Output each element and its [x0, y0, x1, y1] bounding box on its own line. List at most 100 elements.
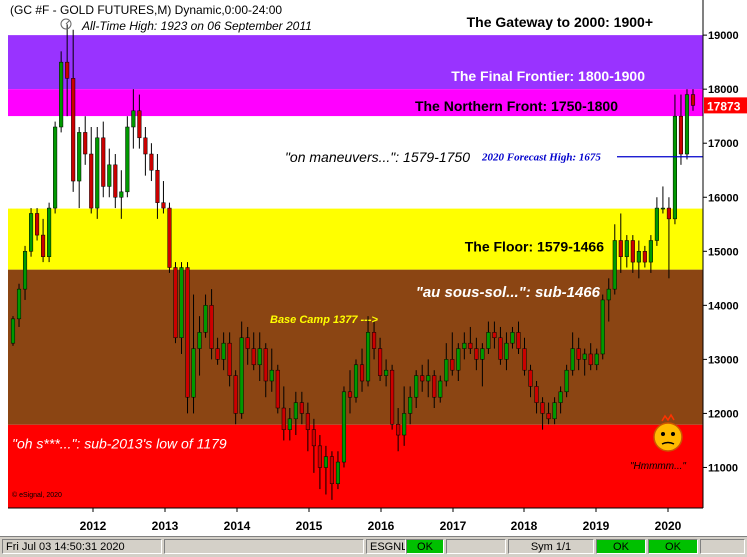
candle-body: [143, 137, 148, 155]
candle-body: [396, 423, 401, 436]
candle-body: [167, 207, 172, 268]
candle-body: [305, 413, 310, 430]
candle-body: [420, 375, 425, 382]
candle-body: [35, 213, 40, 236]
candle-body: [636, 251, 641, 263]
candle-body: [197, 332, 202, 349]
status-blank: [164, 539, 364, 554]
candle-body: [131, 110, 136, 128]
candle-body: [173, 267, 178, 339]
candle-body: [462, 342, 467, 349]
zone-northern: [8, 89, 703, 117]
x-tick-label: 2017: [440, 519, 467, 533]
zone-sousol: [8, 269, 703, 425]
zone-label-frontier: The Final Frontier: 1800-1900: [451, 68, 645, 84]
face-left-eye: [661, 432, 665, 436]
candle-body: [287, 418, 292, 430]
candle-body: [329, 456, 334, 484]
last-price-tag: [704, 97, 747, 114]
candle-body: [618, 240, 623, 257]
zone-low: [8, 424, 703, 508]
candle-body: [552, 402, 557, 420]
x-tick-label: 2013: [152, 519, 179, 533]
candle-body: [65, 61, 70, 79]
chart-title: (GC #F - GOLD FUTURES,M) Dynamic,0:00-24…: [10, 3, 282, 17]
candle-body: [269, 369, 274, 382]
y-tick-label: 11000: [708, 462, 738, 474]
candle-body: [528, 369, 533, 387]
price-axis-bg: [703, 0, 747, 536]
candle-body: [227, 342, 232, 376]
zone-label-gateway: The Gateway to 2000: 1900+: [467, 14, 653, 30]
candle-body: [359, 364, 365, 382]
candle-body: [378, 348, 383, 376]
candle-body: [534, 386, 539, 403]
gold-futures-chart[interactable]: 2020 Forecast High: 1675 The Gateway to …: [0, 0, 747, 536]
x-tick-label: 2020: [655, 519, 682, 533]
candle-body: [77, 132, 82, 182]
all-time-high-subtitle: All-Time High: 1923 on 06 September 2011: [81, 19, 312, 33]
left-margin: [0, 0, 8, 536]
candle-body: [474, 348, 479, 360]
candle-body: [504, 342, 509, 360]
y-tick-label: 14000: [708, 300, 739, 312]
status-ok-3[interactable]: OK: [648, 539, 698, 554]
candle-body: [59, 61, 64, 128]
candle-body: [402, 413, 407, 436]
candle-body: [365, 332, 371, 382]
candle-body: [384, 369, 389, 376]
candle-body: [95, 137, 100, 209]
candle-body: [414, 375, 419, 398]
candle-body: [432, 375, 437, 398]
hmmm-caption: "Hmmmm...": [630, 461, 686, 472]
candle-body: [648, 240, 653, 263]
candle-body: [215, 348, 220, 360]
candle-body: [125, 126, 130, 193]
x-tick-label: 2019: [583, 519, 610, 533]
x-tick-label: 2014: [224, 519, 251, 533]
forecast-high-label: 2020 Forecast High: 1675: [481, 152, 601, 164]
candle-body: [83, 132, 88, 155]
base-camp-label: Base Camp 1377 --->: [270, 314, 378, 326]
candle-body: [612, 240, 617, 290]
candle-body: [155, 169, 160, 203]
candle-body: [353, 364, 359, 398]
candle-body: [570, 348, 575, 371]
zone-frontier: [8, 35, 703, 90]
y-tick-label: 15000: [708, 246, 739, 258]
x-tick-label: 2012: [80, 519, 107, 533]
candle-body: [191, 348, 196, 398]
y-tick-label: 18000: [708, 84, 739, 96]
status-blank-2: [446, 539, 506, 554]
candle-body: [251, 348, 256, 366]
status-ok-2[interactable]: OK: [596, 539, 646, 554]
zone-label-sousol: "au sous-sol...": sub-1466: [416, 284, 601, 301]
candle-body: [582, 353, 587, 360]
candle-body: [600, 299, 605, 355]
status-feed-ok[interactable]: OK: [406, 539, 444, 554]
candle-body: [372, 332, 377, 349]
y-tick-label: 19000: [708, 30, 739, 42]
last-price-value: 17873: [707, 99, 741, 113]
zone-label-floor: The Floor: 1579-1466: [465, 238, 604, 254]
candle-body: [456, 348, 461, 371]
x-tick-label: 2015: [296, 519, 323, 533]
candle-body: [311, 429, 316, 447]
candle-body: [588, 353, 593, 366]
y-tick-label: 16000: [708, 192, 739, 204]
candle-body: [450, 359, 455, 371]
status-datetime: Fri Jul 03 14:50:31 2020: [2, 539, 162, 554]
candle-body: [293, 402, 298, 420]
candle-body: [516, 332, 521, 349]
zone-label-northern: The Northern Front: 1750-1800: [415, 98, 618, 114]
candle-body: [47, 207, 52, 257]
candle-body: [203, 305, 208, 333]
candle-body: [317, 445, 322, 468]
candle-body: [71, 78, 76, 182]
candle-body: [654, 207, 659, 241]
candle-body: [29, 213, 34, 252]
candle-body: [690, 94, 696, 106]
zone-label-maneuvers: "on maneuvers...": 1579-1750: [285, 149, 470, 165]
candle-body: [678, 115, 684, 155]
time-axis-bg: [0, 508, 703, 536]
